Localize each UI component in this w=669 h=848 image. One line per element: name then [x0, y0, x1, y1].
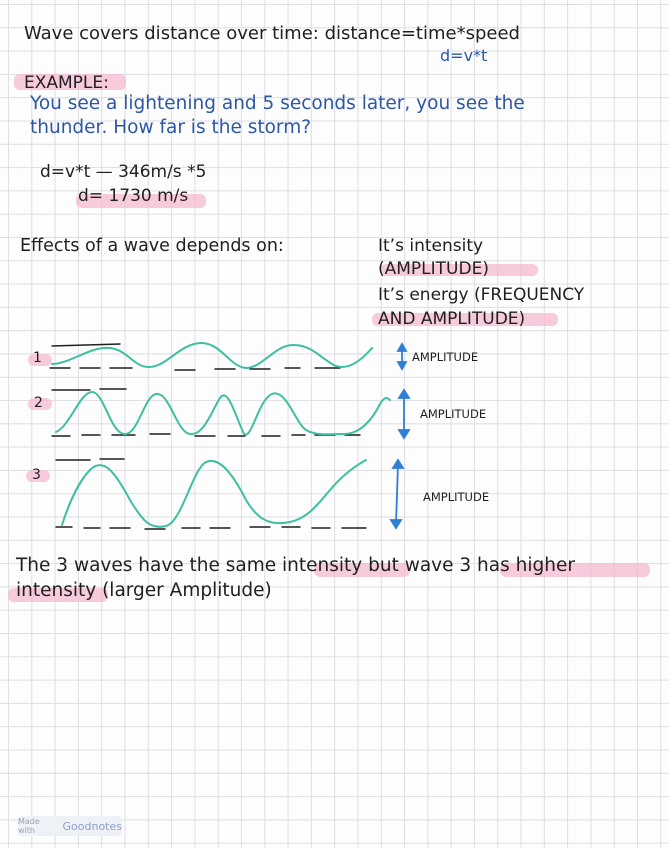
heading-line: Wave covers distance over time: distance…: [24, 23, 520, 44]
example-label: EXAMPLE:: [24, 73, 109, 93]
wave-2-bottom-dashes: [51, 433, 361, 437]
formula-line: d=v*t: [440, 46, 488, 65]
wave-2: [55, 390, 391, 436]
wave-number-3: 3: [32, 467, 41, 483]
amplitude-label-3: AMPLITUDE: [423, 490, 490, 504]
wave-3-bottom-dashes: [55, 526, 367, 530]
calc-line-1: d=v*t — 346m/s *5: [40, 162, 207, 182]
arrow-2-head-up: [397, 388, 411, 399]
wave-1: [51, 341, 373, 370]
wave-number-1: 1: [33, 350, 42, 366]
wave-number-2: 2: [34, 395, 43, 411]
highlight-has-higher: [500, 563, 650, 577]
goodnotes-watermark: Made with Goodnotes: [18, 816, 122, 836]
waves: [51, 341, 391, 528]
effects-line: Effects of a wave depends on:: [20, 236, 284, 256]
highlight-intensity: [314, 563, 410, 577]
watermark-brand: Goodnotes: [62, 819, 122, 833]
arrow-3-head-down: [389, 519, 403, 530]
highlight-amplitude: [380, 264, 538, 276]
arrow-3: [395, 463, 399, 525]
intensity-line-2: (AMPLITUDE): [378, 259, 489, 279]
energy-line-1: It’s energy (FREQUENCY: [378, 285, 585, 305]
arrow-1-head-down: [396, 361, 408, 371]
highlight-intensity-2: [8, 588, 108, 602]
energy-line-2: AND AMPLITUDE): [378, 309, 526, 329]
question-line-1: You see a lightening and 5 seconds later…: [30, 93, 525, 114]
conclusion-line-1: The 3 waves have the same intensity but …: [16, 555, 575, 576]
highlight-number-2: [28, 398, 52, 410]
watermark-prefix: Made with: [18, 817, 40, 835]
highlight-and-amplitude: [372, 313, 558, 326]
arrow-3-head-up: [391, 458, 405, 469]
arrow-2-head-down: [397, 429, 411, 440]
amplitude-label-2: AMPLITUDE: [420, 407, 487, 421]
amplitude-arrows: [389, 342, 411, 530]
highlight-answer: [76, 194, 206, 208]
wave-3-top-dashes: [55, 458, 125, 461]
wave-1-top-dashes: [51, 343, 121, 347]
baseline-dashes: [49, 343, 367, 530]
question-line-2: thunder. How far is the storm?: [30, 117, 312, 138]
highlight-number-1: [28, 354, 52, 366]
arrow-1-head-up: [396, 342, 408, 352]
wave-2-top-dashes: [51, 388, 127, 391]
highlight-example: [14, 74, 126, 90]
wave-3: [61, 459, 367, 528]
calc-line-2: d= 1730 m/s: [78, 186, 189, 206]
amplitude-label-1: AMPLITUDE: [412, 350, 479, 364]
conclusion-line-2: intensity (larger Amplitude): [16, 580, 272, 601]
wave-1-bottom-dashes: [49, 367, 341, 371]
highlight-number-3: [26, 470, 50, 482]
intensity-line-1: It’s intensity: [378, 236, 484, 256]
